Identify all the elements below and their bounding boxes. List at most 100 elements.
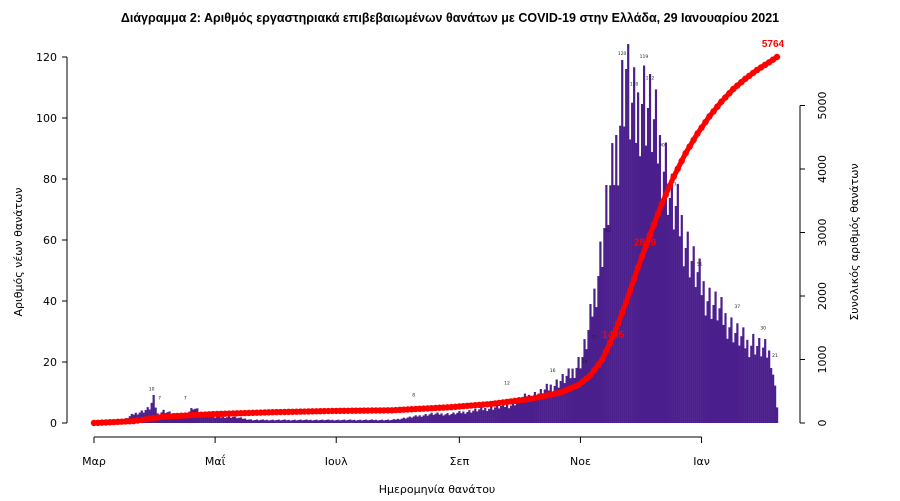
bar bbox=[206, 414, 209, 423]
x-axis: Μαρ Μαΐ Ιουλ Σεπ Νοε Ιαν bbox=[82, 436, 710, 468]
bar bbox=[513, 405, 517, 423]
cumulative-point bbox=[706, 113, 713, 120]
bar bbox=[492, 409, 495, 423]
bar bbox=[714, 291, 717, 423]
bar bbox=[218, 416, 221, 423]
bar bbox=[639, 156, 642, 424]
bar bbox=[182, 417, 185, 423]
bar bbox=[658, 135, 662, 423]
bar bbox=[549, 384, 552, 423]
bar bbox=[529, 400, 532, 423]
bar bbox=[545, 383, 548, 423]
cumulative-point bbox=[614, 320, 622, 327]
bar bbox=[458, 411, 461, 423]
bar bbox=[762, 347, 765, 423]
bar bbox=[702, 281, 705, 423]
bar bbox=[267, 420, 270, 423]
bar bbox=[543, 389, 546, 423]
bar bbox=[432, 414, 435, 423]
bar bbox=[414, 415, 417, 423]
bar bbox=[311, 420, 314, 423]
bar bbox=[220, 417, 223, 423]
bar bbox=[357, 420, 360, 423]
bar bbox=[251, 420, 255, 423]
bar bbox=[245, 419, 249, 423]
bar bbox=[750, 345, 753, 423]
bar bbox=[210, 416, 213, 423]
bar bbox=[517, 397, 521, 423]
bar bbox=[575, 367, 578, 423]
bar bbox=[615, 135, 618, 423]
bar bbox=[454, 414, 457, 423]
bar bbox=[482, 410, 485, 423]
bar bbox=[226, 417, 229, 423]
bar bbox=[331, 419, 334, 423]
bar bbox=[464, 413, 467, 423]
bar bbox=[374, 419, 378, 423]
cumulative-annotation: 2859 bbox=[634, 237, 657, 248]
cumulative-point bbox=[658, 200, 666, 208]
cumulative-point bbox=[642, 242, 650, 250]
bar bbox=[736, 323, 739, 423]
bar bbox=[224, 418, 227, 423]
bar-data-label: 77 bbox=[671, 182, 677, 188]
bar bbox=[347, 419, 350, 423]
bar bbox=[484, 407, 487, 423]
bar bbox=[718, 308, 721, 423]
bar bbox=[365, 419, 368, 423]
bar bbox=[623, 126, 626, 423]
bar bbox=[537, 393, 540, 423]
bar bbox=[440, 413, 443, 423]
bar bbox=[305, 419, 308, 423]
left-y-tick-label: 80 bbox=[43, 173, 57, 186]
cumulative-point bbox=[654, 211, 662, 218]
bar bbox=[704, 315, 707, 423]
bar bbox=[656, 163, 660, 424]
bar bbox=[527, 394, 531, 423]
cumulative-point bbox=[686, 143, 693, 150]
bar bbox=[382, 420, 386, 423]
x-tick-label: Ιαν bbox=[693, 455, 710, 468]
bar bbox=[706, 301, 709, 423]
bar bbox=[263, 420, 266, 423]
left-y-tick-label: 60 bbox=[43, 234, 57, 247]
bar bbox=[684, 248, 687, 423]
cumulative-point bbox=[718, 98, 725, 105]
bar bbox=[355, 420, 358, 423]
bar bbox=[456, 412, 459, 423]
bar bbox=[384, 420, 388, 423]
bar-data-label: 110 bbox=[630, 82, 639, 88]
bar bbox=[436, 412, 439, 423]
bar bbox=[349, 419, 352, 423]
bar bbox=[519, 401, 523, 423]
bar bbox=[214, 417, 217, 423]
bar-data-label: 10 bbox=[149, 387, 155, 393]
bar bbox=[732, 342, 735, 423]
bar bbox=[635, 142, 638, 423]
bar bbox=[509, 405, 513, 423]
cumulative-point bbox=[773, 53, 781, 61]
cumulative-point bbox=[591, 366, 598, 374]
bar bbox=[345, 420, 348, 423]
cumulative-point bbox=[599, 356, 606, 363]
bar-data-label: 30 bbox=[760, 326, 766, 332]
bar bbox=[422, 415, 425, 423]
bar bbox=[390, 419, 394, 423]
cumulative-line-series bbox=[90, 53, 781, 427]
bar bbox=[700, 295, 703, 423]
left-y-tick-label: 20 bbox=[43, 356, 57, 369]
bar bbox=[275, 420, 278, 423]
bar bbox=[577, 357, 580, 423]
bar bbox=[507, 408, 511, 423]
bar bbox=[319, 420, 322, 423]
bar bbox=[325, 419, 328, 423]
bar bbox=[496, 404, 499, 423]
bar bbox=[768, 350, 771, 423]
bar bbox=[625, 68, 628, 424]
bar bbox=[621, 60, 624, 424]
bar bbox=[370, 419, 374, 423]
bar bbox=[416, 416, 419, 423]
bar bbox=[438, 414, 441, 423]
bar bbox=[637, 92, 640, 424]
bar bbox=[466, 411, 469, 423]
